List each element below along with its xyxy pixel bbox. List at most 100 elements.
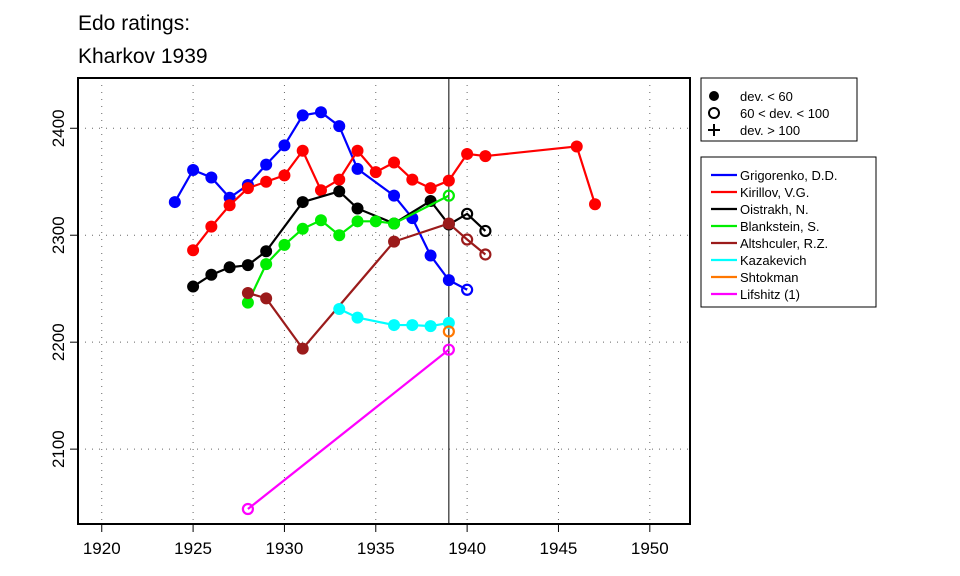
data-point-open [442, 189, 455, 202]
chart-title-line2: Kharkov 1939 [78, 45, 208, 68]
data-point [296, 342, 309, 355]
y-tick-label: 2300 [49, 216, 68, 254]
data-point [187, 163, 200, 176]
data-point [388, 189, 401, 202]
data-point [406, 173, 419, 186]
data-point [260, 258, 273, 271]
data-point [241, 286, 254, 299]
series-kazakevich [333, 303, 455, 333]
data-point-open [479, 224, 492, 238]
data-point [260, 245, 273, 258]
data-point [406, 319, 419, 332]
legend-label: Shtokman [740, 270, 799, 285]
legend-marker-label: 60 < dev. < 100 [740, 106, 829, 121]
y-tick-label: 2200 [49, 323, 68, 361]
x-tick-label: 1935 [357, 539, 395, 558]
data-point [442, 217, 455, 230]
data-point-open [461, 207, 474, 220]
series-shtokman [442, 325, 455, 338]
data-point [223, 199, 236, 212]
y-tick-label: 2400 [49, 109, 68, 147]
data-point-open [442, 325, 455, 338]
data-point-open [461, 233, 474, 246]
data-point [461, 147, 474, 160]
data-point [424, 182, 437, 195]
data-point [278, 169, 291, 182]
data-point [241, 296, 254, 309]
data-point [314, 184, 327, 197]
data-point [205, 171, 218, 184]
data-point-open [479, 248, 492, 261]
data-point [296, 196, 309, 209]
series-blankstein-s [241, 189, 455, 309]
data-point [187, 280, 200, 293]
legend-label: Grigorenko, D.D. [740, 168, 838, 183]
data-point [260, 175, 273, 188]
legend-label: Oistrakh, N. [740, 202, 809, 217]
legend-label: Altshculer, R.Z. [740, 236, 828, 251]
data-point [351, 215, 364, 228]
chart-title-line1: Edo ratings: [78, 12, 190, 35]
legend-open-marker [708, 107, 720, 119]
data-point [333, 120, 346, 133]
data-point [424, 249, 437, 262]
data-point [388, 217, 401, 230]
x-tick-label: 1945 [540, 539, 578, 558]
data-point-open [241, 502, 254, 516]
data-point [351, 144, 364, 157]
data-point [388, 319, 401, 332]
data-point [278, 238, 291, 251]
data-point-open [442, 343, 455, 356]
legend-label: Lifshitz (1) [740, 287, 800, 302]
legend-label: Blankstein, S. [740, 219, 820, 234]
data-point [241, 259, 254, 272]
marker-legend: dev. < 60 60 < dev. < 100 dev. > 100 [700, 77, 858, 142]
data-point [314, 106, 327, 119]
legend-label: Kazakevich [740, 253, 806, 268]
legend-label: Kirillov, V.G. [740, 185, 809, 200]
series-altshculer-r-z [241, 217, 492, 355]
series-line [173, 111, 468, 291]
x-tick-label: 1940 [448, 539, 486, 558]
series-line [247, 348, 450, 510]
data-point [424, 320, 437, 333]
plot-frame [77, 77, 691, 525]
data-point [351, 162, 364, 175]
data-point [187, 244, 200, 257]
data-point [241, 182, 254, 195]
data-point [205, 268, 218, 281]
data-point [333, 173, 346, 186]
legend-marker-label: dev. > 100 [740, 123, 800, 138]
data-point [333, 185, 346, 198]
series-kirillov-v-g [187, 140, 602, 257]
data-point [369, 215, 382, 228]
axes: 1920 1925 1930 1935 1940 1945 1950 2100 2200 2300… [49, 109, 669, 558]
series-lifshitz-1 [241, 343, 455, 516]
legend-marker-label: dev. < 60 [740, 89, 793, 104]
series-group [168, 106, 602, 516]
data-point [570, 140, 583, 153]
data-point [205, 220, 218, 233]
data-point [296, 109, 309, 122]
data-point [589, 198, 602, 211]
data-point [479, 150, 492, 163]
data-point [296, 222, 309, 235]
data-point [223, 261, 236, 274]
data-point [278, 139, 291, 152]
data-point [351, 311, 364, 324]
data-point [333, 229, 346, 242]
data-point [442, 274, 455, 287]
series-line [246, 194, 450, 304]
data-point [369, 166, 382, 179]
data-point [388, 156, 401, 169]
data-point [333, 303, 346, 316]
data-point [260, 292, 273, 305]
y-tick-label: 2100 [49, 430, 68, 468]
x-tick-label: 1930 [266, 539, 304, 558]
legend-filled-marker [709, 91, 719, 101]
data-point [351, 202, 364, 215]
x-tick-label: 1920 [83, 539, 121, 558]
data-point [168, 196, 181, 209]
grid [78, 78, 690, 524]
